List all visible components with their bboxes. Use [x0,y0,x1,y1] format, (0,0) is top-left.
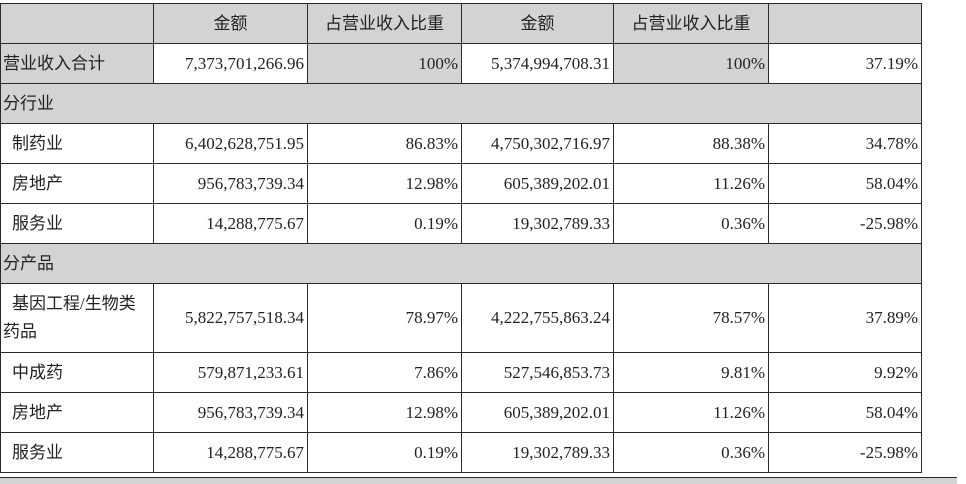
row-label: 基因工程/生物类 药品 [0,283,154,353]
pct-prior: 9.81% [613,352,769,393]
pct-current: 78.97% [307,283,462,353]
table-row: 中成药 579,871,233.61 7.86% 527,546,853.73 … [0,352,922,393]
change: 37.89% [768,283,922,353]
total-label: 营业收入合计 [0,43,154,84]
row-label: 房地产 [0,392,154,433]
pct-prior: 0.36% [613,203,769,244]
pct-current: 0.19% [307,203,462,244]
table-row: 服务业 14,288,775.67 0.19% 19,302,789.33 0.… [0,203,922,244]
amount-current: 14,288,775.67 [153,203,308,244]
change: 34.78% [768,123,922,164]
pct-current: 12.98% [307,163,462,204]
table-row: 制药业 6,402,628,751.95 86.83% 4,750,302,71… [0,123,922,164]
amount-prior: 4,750,302,716.97 [461,123,614,164]
pct-current: 0.19% [307,432,462,473]
header-cell-pct-current: 占营业收入比重 [307,3,462,44]
pct-prior: 78.57% [613,283,769,353]
amount-prior: 4,222,755,863.24 [461,283,614,353]
total-row: 营业收入合计 7,373,701,266.96 100% 5,374,994,7… [0,43,922,84]
section-header-row: 分产品 [0,243,922,284]
table-row: 房地产 956,783,739.34 12.98% 605,389,202.01… [0,163,922,204]
amount-prior: 19,302,789.33 [461,203,614,244]
pct-prior: 11.26% [613,392,769,433]
change: 58.04% [768,392,922,433]
header-cell-amount-current: 金额 [153,3,308,44]
section-title-industry: 分行业 [0,83,922,124]
pct-current: 86.83% [307,123,462,164]
header-cell-amount-prior: 金额 [461,3,614,44]
amount-current: 956,783,739.34 [153,163,308,204]
amount-current: 6,402,628,751.95 [153,123,308,164]
total-amount-prior: 5,374,994,708.31 [461,43,614,84]
pct-current: 7.86% [307,352,462,393]
pct-prior: 11.26% [613,163,769,204]
header-row: 金额 占营业收入比重 金额 占营业收入比重 [0,3,922,44]
amount-current: 579,871,233.61 [153,352,308,393]
pct-prior: 88.38% [613,123,769,164]
section-title-product: 分产品 [0,243,922,284]
amount-prior: 605,389,202.01 [461,163,614,204]
row-label: 服务业 [0,432,154,473]
table-row: 服务业 14,288,775.67 0.19% 19,302,789.33 0.… [0,432,922,473]
row-label-line2: 药品 [3,322,37,341]
amount-current: 5,822,757,518.34 [153,283,308,353]
section-header-row: 分行业 [0,83,922,124]
header-cell-pct-prior: 占营业收入比重 [613,3,769,44]
total-change: 37.19% [768,43,922,84]
amount-prior: 527,546,853.73 [461,352,614,393]
row-label: 中成药 [0,352,154,393]
pct-prior: 0.36% [613,432,769,473]
row-label: 服务业 [0,203,154,244]
header-cell-blank [0,3,154,44]
row-label: 制药业 [0,123,154,164]
header-cell-change [768,3,922,44]
total-pct-prior: 100% [613,43,769,84]
total-amount-current: 7,373,701,266.96 [153,43,308,84]
change: -25.98% [768,203,922,244]
change: 58.04% [768,163,922,204]
amount-prior: 19,302,789.33 [461,432,614,473]
amount-current: 14,288,775.67 [153,432,308,473]
row-label-line1: 基因工程/生物类 [12,294,136,313]
table-row: 基因工程/生物类 药品 5,822,757,518.34 78.97% 4,22… [0,283,922,353]
pct-current: 12.98% [307,392,462,433]
amount-current: 956,783,739.34 [153,392,308,433]
revenue-breakdown-table-container: 金额 占营业收入比重 金额 占营业收入比重 营业收入合计 7,373,701,2… [0,3,922,473]
total-pct-current: 100% [307,43,462,84]
table-row: 房地产 956,783,739.34 12.98% 605,389,202.01… [0,392,922,433]
row-label: 房地产 [0,163,154,204]
revenue-breakdown-table: 金额 占营业收入比重 金额 占营业收入比重 营业收入合计 7,373,701,2… [0,3,922,473]
amount-prior: 605,389,202.01 [461,392,614,433]
change: 9.92% [768,352,922,393]
change: -25.98% [768,432,922,473]
